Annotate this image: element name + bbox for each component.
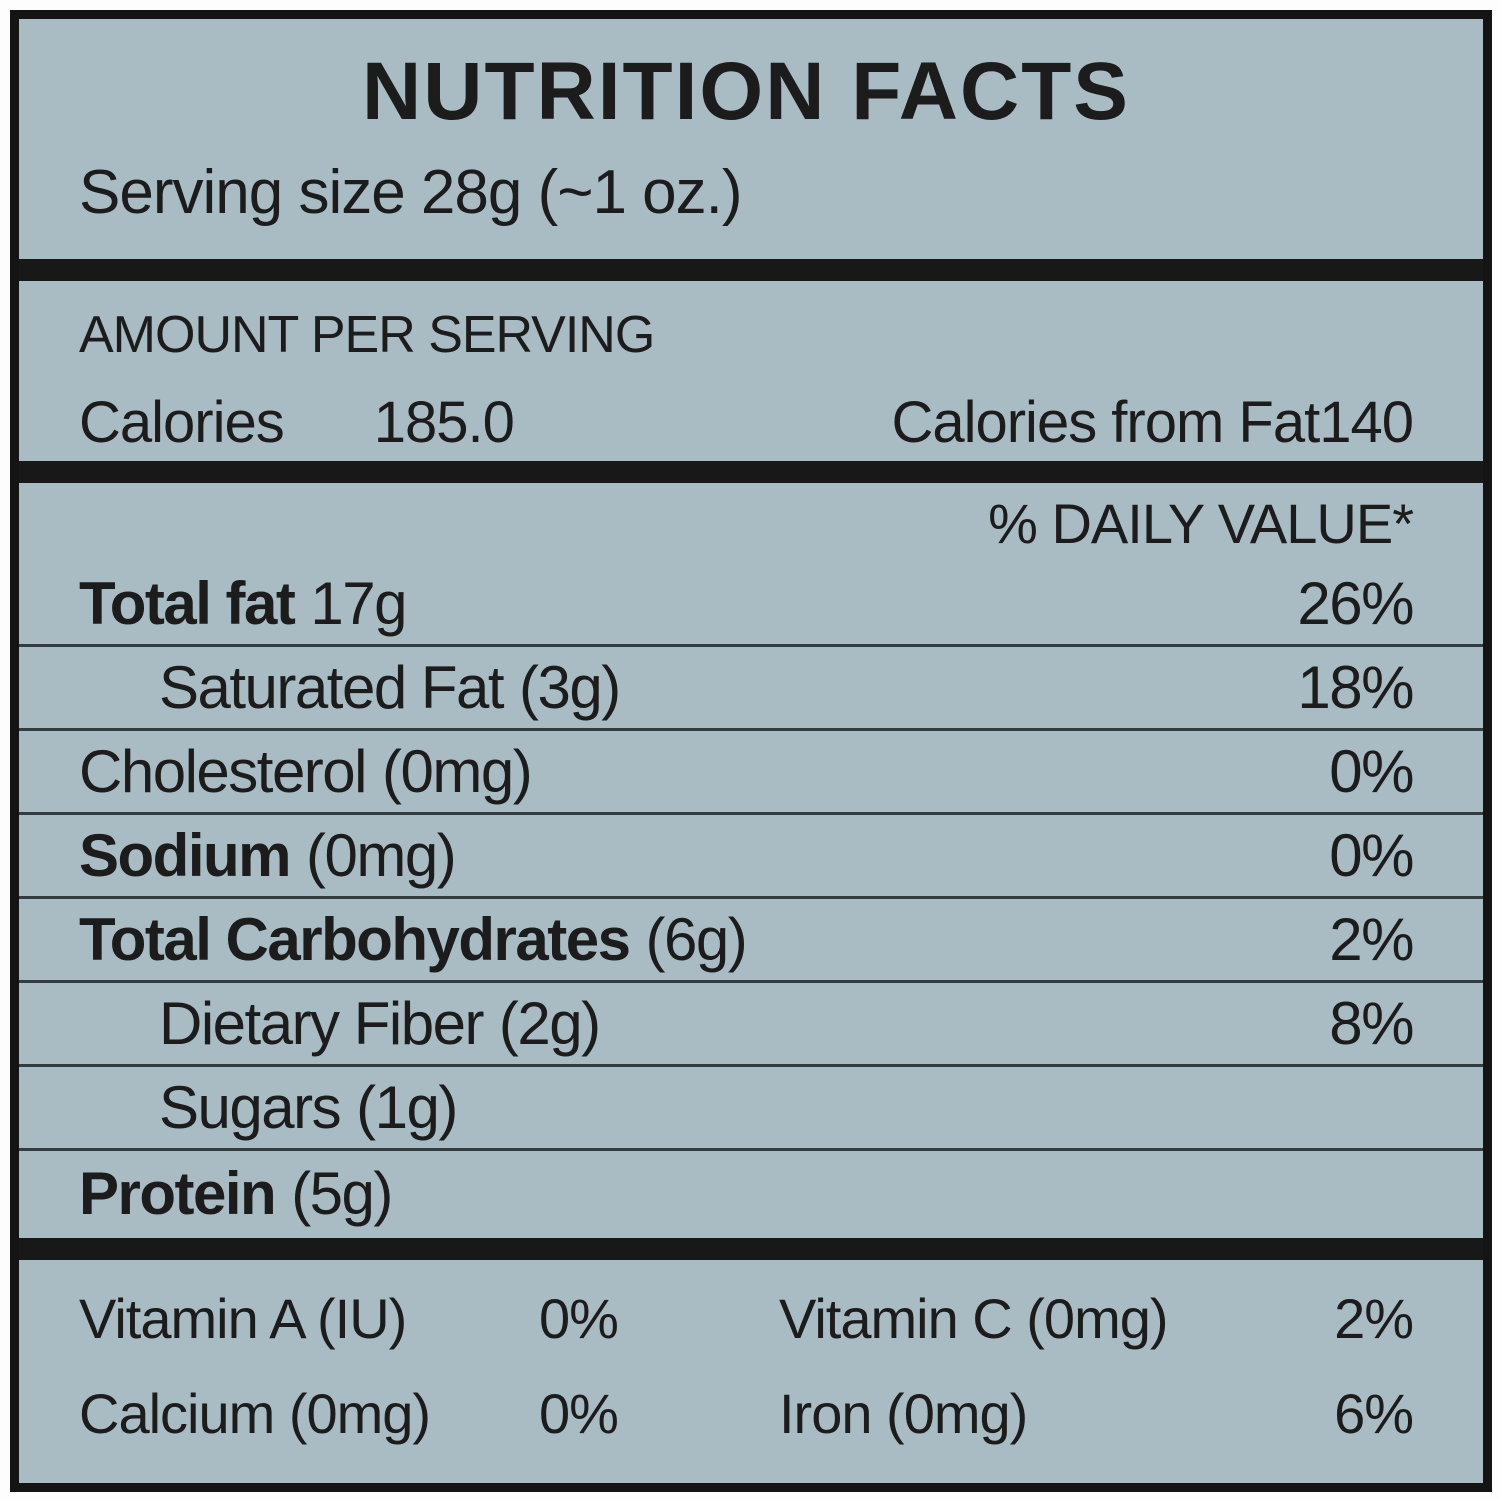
nutrient-name: Cholesterol bbox=[79, 738, 368, 805]
calories-row: Calories 185.0 Calories from Fat140 bbox=[79, 389, 1414, 456]
nutrient-name: Protein bbox=[79, 1159, 277, 1227]
calories-value: 185.0 bbox=[373, 390, 515, 455]
nutrient-amount: (0mg) bbox=[382, 738, 533, 805]
calories-label: Calories bbox=[79, 390, 285, 455]
micronutrient-value: 6% bbox=[1334, 1382, 1414, 1445]
micronutrients-section: Vitamin A (IU) 0% Vitamin C (0mg) 2% Cal… bbox=[19, 1260, 1483, 1476]
nutrient-row-protein: Protein (5g) bbox=[79, 1151, 1413, 1235]
nutrient-amount: (2g) bbox=[498, 990, 601, 1057]
nutrient-label: Cholesterol (0mg) bbox=[79, 737, 533, 806]
section-divider-bar bbox=[19, 259, 1483, 281]
nutrient-amount: (3g) bbox=[519, 654, 621, 721]
nutrient-amount: (1g) bbox=[356, 1074, 458, 1141]
nutrient-amount: 17g bbox=[310, 570, 407, 637]
nutrient-name: Sugars bbox=[159, 1074, 342, 1141]
nutrient-name: Dietary Fiber bbox=[159, 990, 484, 1057]
nutrient-row-sugars: Sugars (1g) bbox=[19, 1067, 1483, 1151]
calories-section: AMOUNT PER SERVING Calories 185.0 Calori… bbox=[19, 281, 1483, 461]
micronutrient-name: Iron (0mg) bbox=[779, 1382, 1028, 1445]
micronutrient-value: 0% bbox=[539, 1287, 619, 1350]
nutrient-daily-value: 0% bbox=[1329, 738, 1414, 805]
nutrient-row-total-carbohydrates: Total Carbohydrates (6g) 2% bbox=[19, 899, 1483, 983]
calories-left: Calories 185.0 bbox=[79, 389, 515, 456]
micronutrient-row: Vitamin A (IU) 0% Vitamin C (0mg) 2% bbox=[79, 1286, 1414, 1381]
nutrient-row-total-fat: Total fat 17g 26% bbox=[19, 563, 1483, 647]
nutrient-row-sodium: Sodium (0mg) 0% bbox=[19, 815, 1483, 899]
nutrient-label: Sugars (1g) bbox=[159, 1073, 458, 1142]
nutrient-label: Dietary Fiber (2g) bbox=[159, 989, 601, 1058]
serving-size-text: Serving size 28g (~1 oz.) bbox=[79, 158, 743, 228]
nutrient-name: Saturated Fat bbox=[159, 654, 505, 721]
nutrient-label: Total Carbohydrates (6g) bbox=[79, 905, 748, 974]
section-divider-bar bbox=[19, 1238, 1483, 1260]
nutrient-amount: (0mg) bbox=[306, 822, 457, 889]
micronutrient-name: Vitamin A (IU) bbox=[79, 1287, 407, 1350]
nutrient-amount: (5g) bbox=[291, 1159, 393, 1227]
micronutrient-row: Calcium (0mg) 0% Iron (0mg) 6% bbox=[79, 1381, 1414, 1476]
nutrient-daily-value: 18% bbox=[1297, 654, 1414, 721]
nutrient-daily-value: 26% bbox=[1297, 570, 1414, 637]
label-header-section: NUTRITION FACTS Serving size 28g (~1 oz.… bbox=[19, 19, 1483, 259]
nutrient-row-cholesterol: Cholesterol (0mg) 0% bbox=[19, 731, 1483, 815]
nutrient-label: Saturated Fat (3g) bbox=[159, 653, 621, 722]
nutrient-daily-value: 8% bbox=[1329, 990, 1414, 1057]
calories-from-fat-text: Calories from Fat140 bbox=[891, 390, 1414, 455]
nutrient-label: Total fat 17g bbox=[79, 569, 407, 638]
nutrient-row-saturated-fat: Saturated Fat (3g) 18% bbox=[19, 647, 1483, 731]
nutrient-row-dietary-fiber: Dietary Fiber (2g) 8% bbox=[19, 983, 1483, 1067]
nutrient-daily-value: 2% bbox=[1329, 906, 1414, 973]
nutrient-daily-value: 0% bbox=[1329, 822, 1414, 889]
micronutrient-value: 2% bbox=[1334, 1287, 1414, 1350]
nutrient-name: Sodium bbox=[79, 822, 292, 889]
label-title: NUTRITION FACTS bbox=[362, 46, 1130, 137]
nutrient-label: Sodium (0mg) bbox=[79, 821, 457, 890]
section-divider-bar bbox=[19, 461, 1483, 483]
micronutrient-name: Calcium (0mg) bbox=[79, 1382, 431, 1445]
micronutrient-name: Vitamin C (0mg) bbox=[779, 1287, 1169, 1350]
nutrient-name: Total Carbohydrates bbox=[79, 906, 631, 973]
nutrition-facts-label: NUTRITION FACTS Serving size 28g (~1 oz.… bbox=[10, 10, 1492, 1492]
nutrient-name: Total fat bbox=[79, 570, 296, 637]
nutrient-label: Protein (5g) bbox=[79, 1159, 393, 1228]
nutrients-section: % DAILY VALUE* Total fat 17g 26% Saturate… bbox=[19, 483, 1483, 1238]
amount-per-serving-text: AMOUNT PER SERVING bbox=[79, 306, 655, 364]
micronutrient-value: 0% bbox=[539, 1382, 619, 1445]
nutrient-amount: (6g) bbox=[645, 906, 748, 973]
daily-value-header: % DAILY VALUE* bbox=[988, 491, 1414, 555]
